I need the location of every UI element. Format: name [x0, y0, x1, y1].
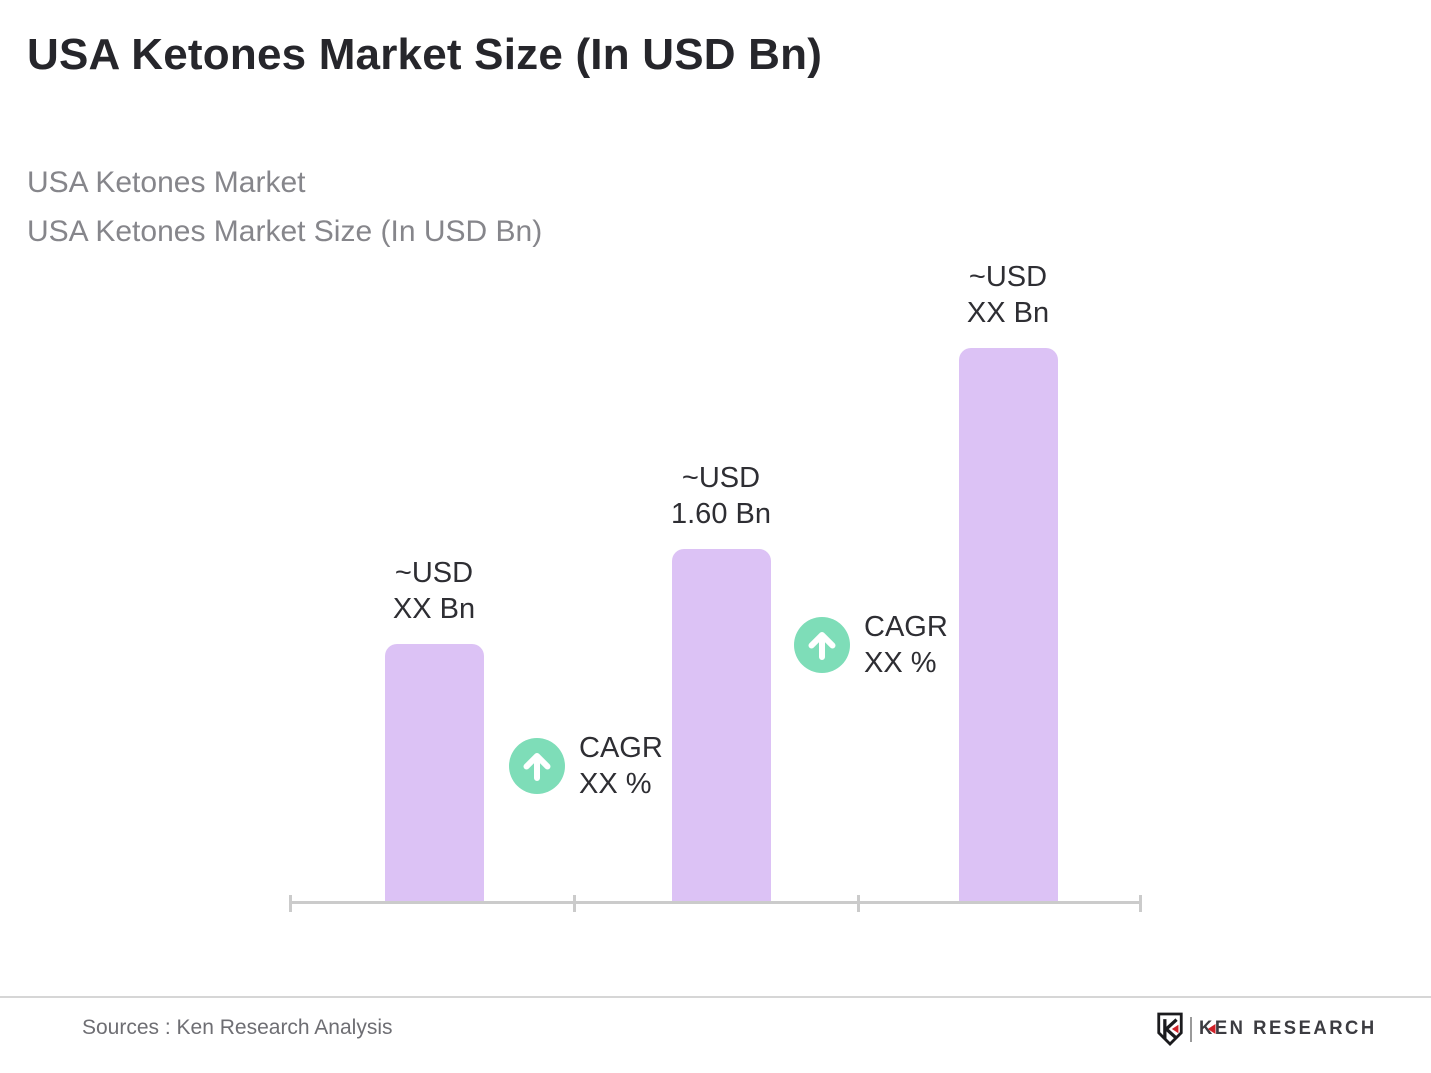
logo-wordmark: KEN RESEARCH — [1199, 1018, 1377, 1040]
bar — [672, 549, 771, 904]
bar-value-line2: XX Bn — [392, 593, 476, 625]
ken-research-shield-icon — [1157, 1012, 1183, 1046]
bar-value-label: ~USD XX Bn — [898, 259, 1118, 331]
cagr-label-line2: XX % — [579, 768, 652, 800]
up-arrow-glyph — [523, 753, 551, 781]
up-arrow-circle-icon — [509, 738, 565, 794]
chart-subtitle-line1: USA Ketones Market — [27, 166, 306, 199]
up-arrow-glyph — [808, 632, 836, 660]
cagr-label-line2: XX % — [864, 647, 937, 679]
up-arrow-circle-icon — [794, 617, 850, 673]
page-title: USA Ketones Market Size (In USD Bn) — [27, 30, 823, 79]
chart-subtitle-line2: USA Ketones Market Size (In USD Bn) — [27, 215, 543, 248]
axis-tick — [1139, 895, 1142, 912]
cagr-label: CAGR XX % — [579, 730, 663, 802]
bar-value-line2: XX Bn — [966, 297, 1050, 329]
bar-value-line2: 1.60 Bn — [671, 498, 771, 530]
cagr-label: CAGR XX % — [864, 609, 948, 681]
cagr-label-line1: CAGR — [864, 611, 948, 643]
logo-separator — [1190, 1016, 1192, 1042]
axis-tick — [289, 895, 292, 912]
footer-divider — [0, 996, 1431, 998]
axis-tick — [573, 895, 576, 912]
logo-wordmark-text: KEN RESEARCH — [1199, 1018, 1377, 1039]
x-axis-line — [289, 901, 1142, 904]
bar-value-line1: ~USD — [681, 462, 761, 494]
bar-value-label: ~USD XX Bn — [324, 555, 544, 627]
ken-research-logo: KEN RESEARCH — [1155, 1011, 1382, 1047]
cagr-label-line1: CAGR — [579, 732, 663, 764]
bar — [385, 644, 484, 904]
logo-k-accent-icon — [1207, 1024, 1216, 1034]
sources-note: Sources : Ken Research Analysis — [82, 1016, 393, 1039]
axis-tick — [857, 895, 860, 912]
bar — [959, 348, 1058, 904]
bar-value-line1: ~USD — [968, 261, 1048, 293]
bar-value-label: ~USD 1.60 Bn — [611, 460, 831, 532]
bar-value-line1: ~USD — [394, 557, 474, 589]
